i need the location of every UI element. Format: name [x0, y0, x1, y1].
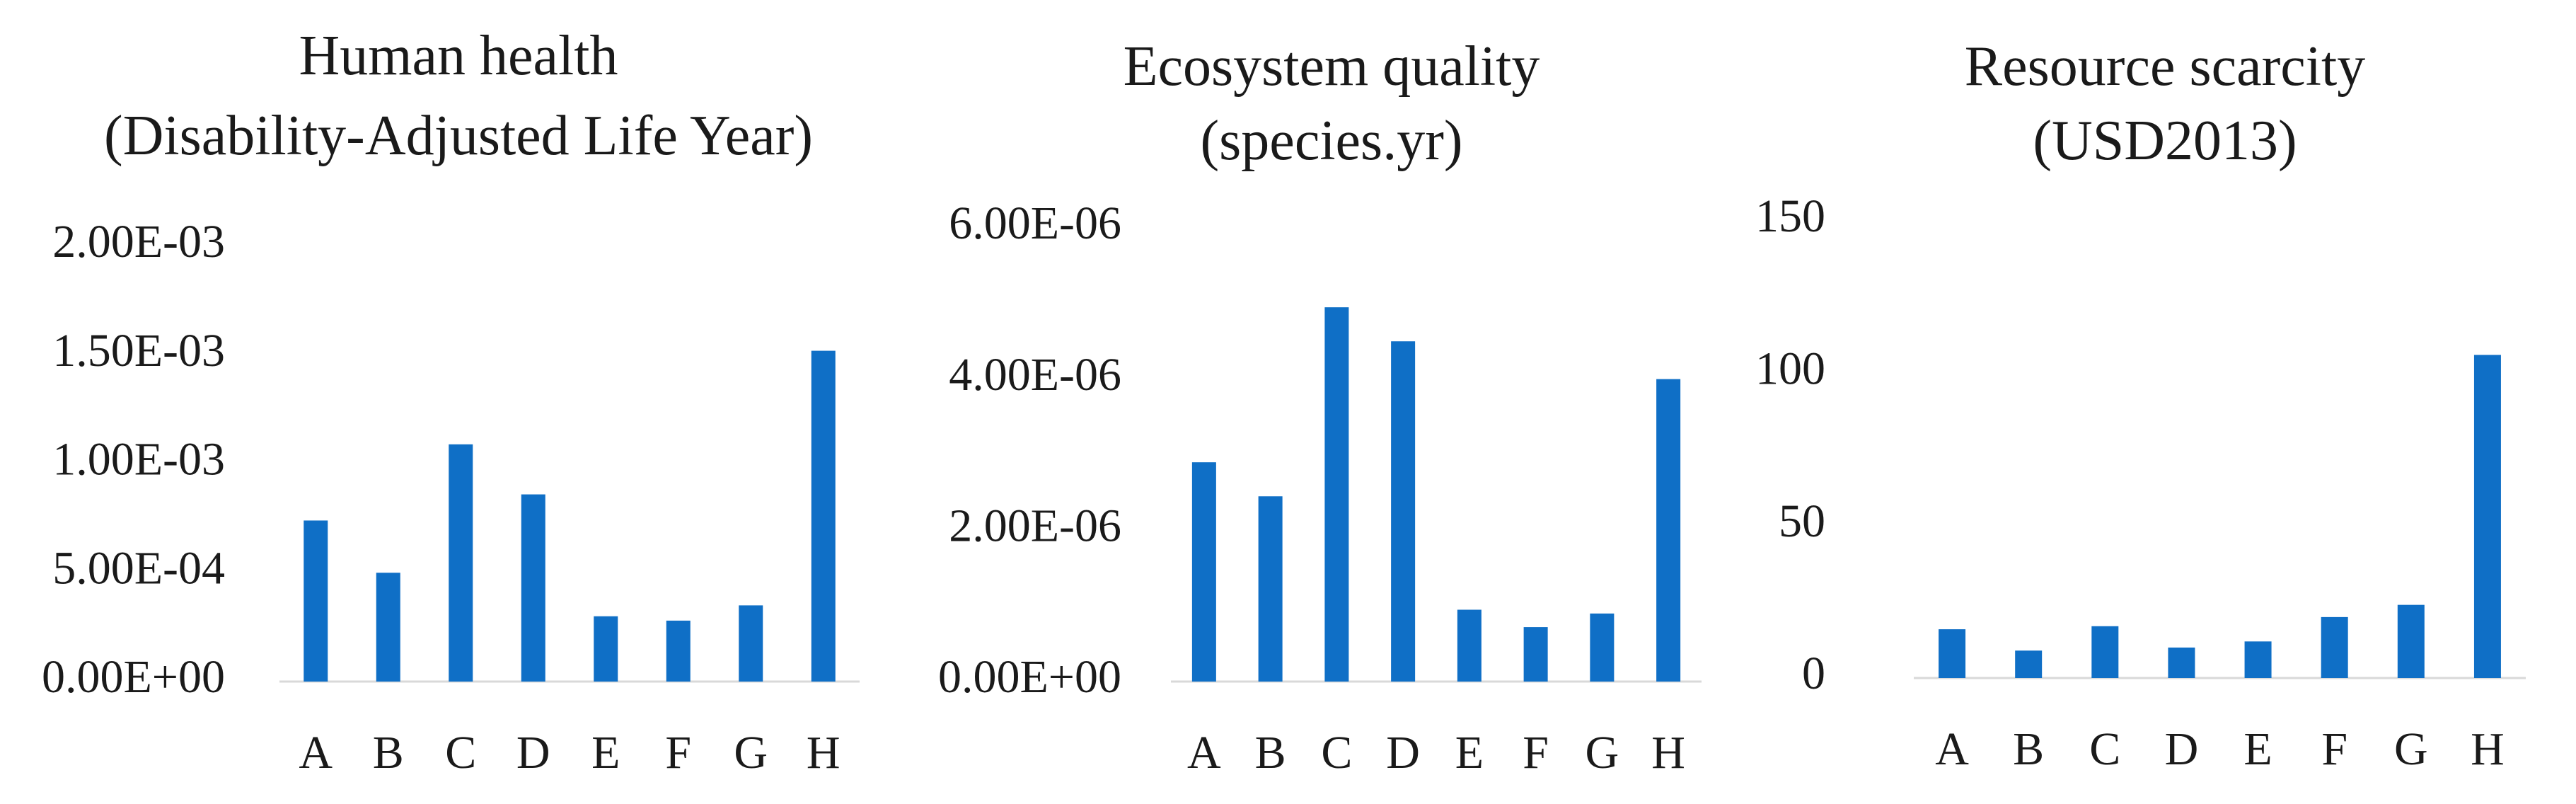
chart-subtitle: (species.yr)	[1201, 110, 1463, 172]
bar-h	[1656, 379, 1681, 682]
x-tick-label: G	[2394, 723, 2428, 775]
bar-c	[1324, 307, 1349, 682]
y-tick-label: 0.00E+00	[938, 651, 1121, 703]
x-tick-label: D	[516, 727, 550, 779]
y-tick-label: 0	[1802, 648, 1825, 699]
x-tick-label: C	[445, 727, 476, 779]
bar-e	[2244, 641, 2272, 678]
x-tick-label: E	[1455, 727, 1484, 779]
x-tick-label: E	[2243, 723, 2272, 775]
bar-f	[2321, 616, 2348, 678]
bar-d	[1391, 341, 1416, 682]
bar-h	[811, 350, 836, 682]
x-tick-label: G	[734, 727, 768, 779]
bar-b	[2015, 650, 2043, 678]
x-tick-label: C	[2089, 723, 2120, 775]
y-tick-label: 2.00E-03	[52, 216, 225, 268]
x-tick-label: G	[1586, 727, 1619, 779]
y-tick-label: 5.00E-04	[52, 542, 225, 594]
y-tick-label: 2.00E-06	[949, 500, 1121, 551]
y-tick-label: 150	[1755, 190, 1825, 242]
chart-panel-ecosystem-quality: Ecosystem quality (species.yr) 0.00E+00 2…	[938, 35, 1702, 779]
bar-d	[521, 494, 545, 682]
x-tick-label: D	[1386, 727, 1420, 779]
chart-subtitle: (Disability-Adjusted Life Year)	[104, 105, 813, 167]
x-tick-label: E	[591, 727, 620, 779]
bar-a	[304, 520, 328, 682]
chart-title: Ecosystem quality	[1124, 35, 1540, 98]
bar-a	[1939, 629, 1966, 678]
bar-g	[1590, 613, 1615, 682]
chart-subtitle: (USD2013)	[2033, 110, 2297, 172]
bar-e	[1457, 609, 1482, 682]
bar-d	[2168, 647, 2195, 678]
x-tick-label: F	[665, 727, 691, 779]
bar-g	[2397, 604, 2425, 678]
x-tick-label: A	[1187, 727, 1221, 779]
x-tick-label: F	[2321, 723, 2347, 775]
x-tick-label: C	[1321, 727, 1352, 779]
bar-c	[2091, 626, 2119, 678]
chart-panel-resource-scarcity: Resource scarcity (USD2013) 0 50 100 150 A B C…	[1755, 35, 2526, 775]
y-tick-label: 50	[1779, 495, 1825, 547]
chart-panel-human-health: Human health (Disability-Adjusted Life Y…	[42, 25, 860, 779]
y-tick-label: 100	[1755, 343, 1825, 394]
x-tick-label: A	[299, 727, 333, 779]
x-tick-label: B	[2013, 723, 2044, 775]
bar-b	[1258, 496, 1283, 682]
bar-b	[376, 573, 400, 682]
chart-title: Resource scarcity	[1965, 35, 2365, 98]
y-tick-label: 1.00E-03	[52, 434, 225, 486]
x-tick-label: H	[807, 727, 841, 779]
bar-c	[449, 444, 473, 682]
x-tick-label: H	[1651, 727, 1685, 779]
chart-title: Human health	[299, 25, 618, 87]
bar-g	[739, 605, 763, 682]
bar-e	[594, 616, 618, 682]
x-tick-label: F	[1523, 727, 1549, 779]
x-tick-label: H	[2471, 723, 2505, 775]
bar-a	[1191, 462, 1216, 682]
x-tick-label: B	[373, 727, 404, 779]
bar-f	[666, 620, 691, 682]
y-tick-label: 6.00E-06	[949, 197, 1121, 249]
bar-h	[2473, 355, 2501, 678]
x-tick-label: D	[2165, 723, 2199, 775]
y-tick-label: 0.00E+00	[42, 651, 225, 703]
x-tick-label: B	[1255, 727, 1286, 779]
bar-f	[1523, 627, 1548, 682]
y-tick-label: 1.50E-03	[52, 325, 225, 377]
x-tick-label: A	[1935, 723, 1969, 775]
y-tick-label: 4.00E-06	[949, 349, 1121, 401]
